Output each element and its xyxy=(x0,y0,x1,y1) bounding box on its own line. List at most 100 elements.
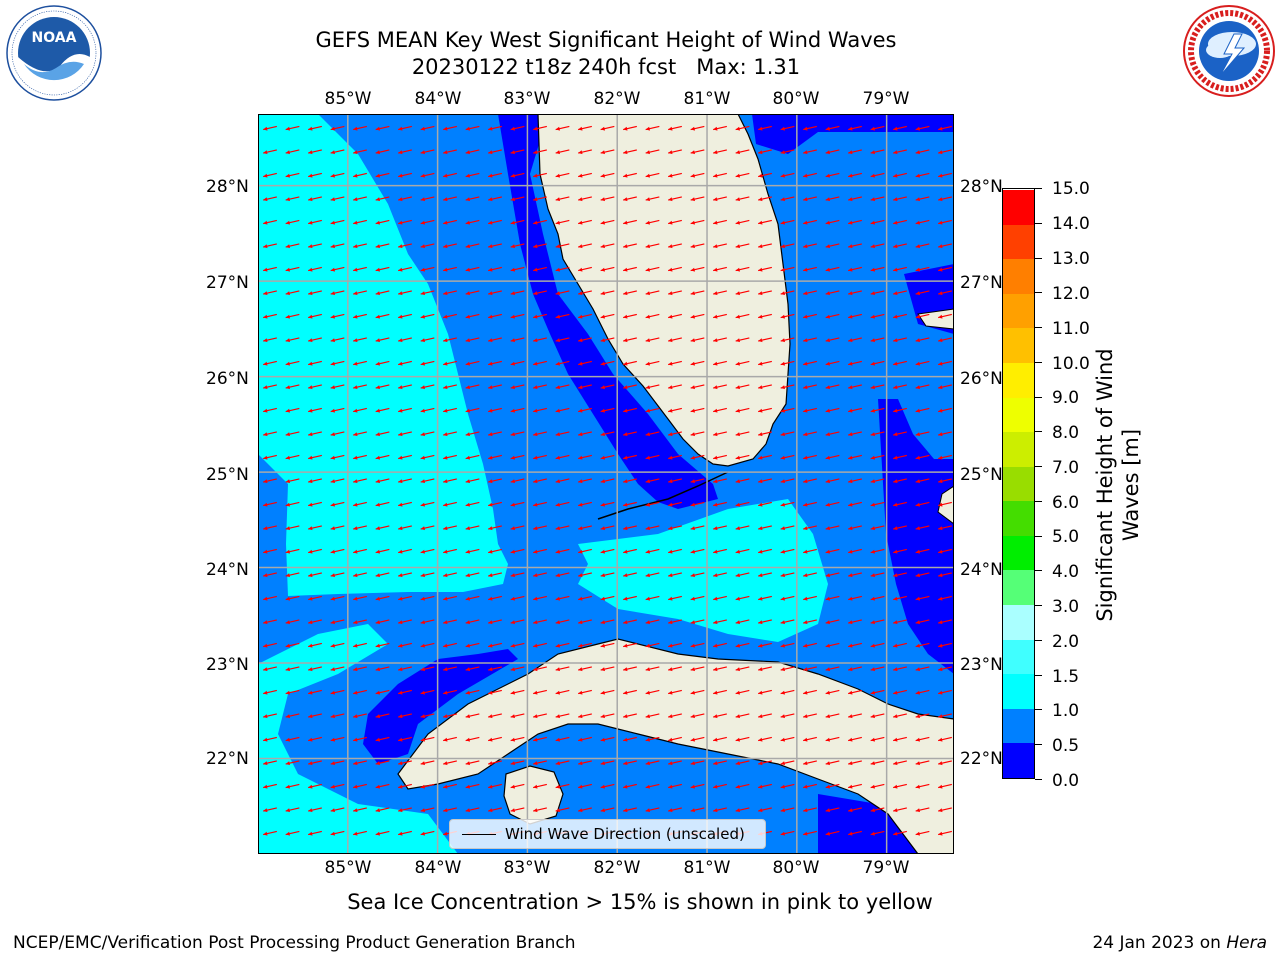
wave-arrow xyxy=(488,807,502,813)
wave-arrow xyxy=(848,830,862,836)
wave-arrow xyxy=(893,713,907,719)
wave-arrow xyxy=(285,619,300,625)
wave-arrow xyxy=(780,525,795,531)
wave-arrow xyxy=(488,478,502,484)
wave-arrow xyxy=(870,407,885,413)
wave-arrow xyxy=(443,689,457,695)
wave-arrow xyxy=(398,431,412,437)
wave-arrow xyxy=(780,407,795,413)
wave-arrow xyxy=(398,595,412,601)
wave-arrow xyxy=(645,525,660,531)
wave-arrow xyxy=(893,196,907,202)
wave-arrow xyxy=(848,243,862,249)
wave-arrow xyxy=(825,548,840,554)
wave-arrow xyxy=(780,619,795,625)
wave-arrow xyxy=(600,384,615,390)
colorbar-segment xyxy=(1003,362,1034,398)
wave-arrow xyxy=(330,478,345,484)
wave-arrow xyxy=(915,501,930,507)
wave-arrow xyxy=(308,572,322,578)
wave-arrow xyxy=(645,736,660,742)
wave-arrow xyxy=(375,736,390,742)
wave-arrow xyxy=(353,196,367,202)
wave-arrow xyxy=(690,642,705,648)
wave-arrow xyxy=(645,807,660,813)
wave-arrow xyxy=(353,760,367,766)
wave-arrow xyxy=(645,243,660,249)
wave-arrow xyxy=(420,548,435,554)
wave-arrow xyxy=(645,454,660,460)
wave-arrow xyxy=(555,525,570,531)
wave-arrow xyxy=(263,736,277,742)
wave-arrow xyxy=(870,736,885,742)
wave-arrow xyxy=(848,337,862,343)
wave-arrow xyxy=(825,243,840,249)
colorbar-tick-label: 1.0 xyxy=(1052,701,1080,721)
wave-arrow xyxy=(780,149,795,155)
wave-arrow xyxy=(803,360,817,366)
wave-arrow xyxy=(600,760,615,766)
wave-arrow xyxy=(330,290,345,296)
wave-arrow xyxy=(893,548,907,554)
wave-arrow xyxy=(488,313,502,319)
wave-arrow xyxy=(420,360,435,366)
lon-label-bottom-85w: 85°W xyxy=(324,858,372,878)
wave-arrow xyxy=(825,830,840,836)
colorbar-tick xyxy=(1035,361,1042,363)
wave-arrow xyxy=(803,149,817,155)
wave-arrow xyxy=(285,431,300,437)
wave-arrow xyxy=(555,548,570,554)
wave-arrow xyxy=(848,384,862,390)
wave-arrow xyxy=(645,619,660,625)
wave-arrow xyxy=(510,149,525,155)
wave-arrow xyxy=(578,783,592,789)
wave-arrow xyxy=(555,384,570,390)
colorbar-label: Significant Height of Wind Waves [m] xyxy=(1093,348,1143,622)
wave-arrow xyxy=(938,196,952,202)
wave-arrow xyxy=(308,548,322,554)
wave-arrow xyxy=(780,360,795,366)
wave-arrow xyxy=(420,689,435,695)
wave-arrow xyxy=(758,149,772,155)
wave-arrow xyxy=(623,337,637,343)
chart-title: GEFS MEAN Key West Significant Height of… xyxy=(315,28,897,52)
wave-arrow xyxy=(353,666,367,672)
wave-arrow xyxy=(735,125,750,131)
wave-arrow xyxy=(938,572,952,578)
colorbar-tick xyxy=(1035,396,1042,398)
colorbar-segment xyxy=(1003,224,1034,260)
wave-arrow xyxy=(510,595,525,601)
wave-arrow xyxy=(308,713,322,719)
wave-arrow xyxy=(803,266,817,272)
wave-arrow xyxy=(735,713,750,719)
isla-juventud-land xyxy=(503,765,564,825)
wave-arrow xyxy=(263,525,277,531)
wave-arrow xyxy=(263,478,277,484)
wave-arrow xyxy=(510,313,525,319)
wave-arrow xyxy=(353,431,367,437)
wave-arrow xyxy=(488,525,502,531)
wave-arrow xyxy=(780,642,795,648)
wave-arrow xyxy=(465,337,480,343)
wave-arrow xyxy=(533,243,547,249)
wave-arrow xyxy=(308,666,322,672)
wave-arrow xyxy=(263,172,277,178)
wave-arrow xyxy=(938,290,952,296)
wave-arrow xyxy=(893,525,907,531)
wave-arrow xyxy=(668,713,682,719)
wave-arrow xyxy=(915,760,930,766)
wave-arrow xyxy=(353,619,367,625)
wave-arrow xyxy=(330,360,345,366)
colorbar-tick-label: 15.0 xyxy=(1052,179,1090,199)
wave-arrow xyxy=(623,454,637,460)
wave-arrow xyxy=(758,713,772,719)
wave-arrow xyxy=(893,760,907,766)
wave-arrow xyxy=(623,172,637,178)
wave-arrow xyxy=(375,149,390,155)
wave-arrow xyxy=(848,760,862,766)
wave-arrow xyxy=(330,501,345,507)
wave-arrow xyxy=(623,572,637,578)
wave-arrow xyxy=(533,736,547,742)
wave-arrow xyxy=(803,572,817,578)
wave-arrow xyxy=(735,642,750,648)
